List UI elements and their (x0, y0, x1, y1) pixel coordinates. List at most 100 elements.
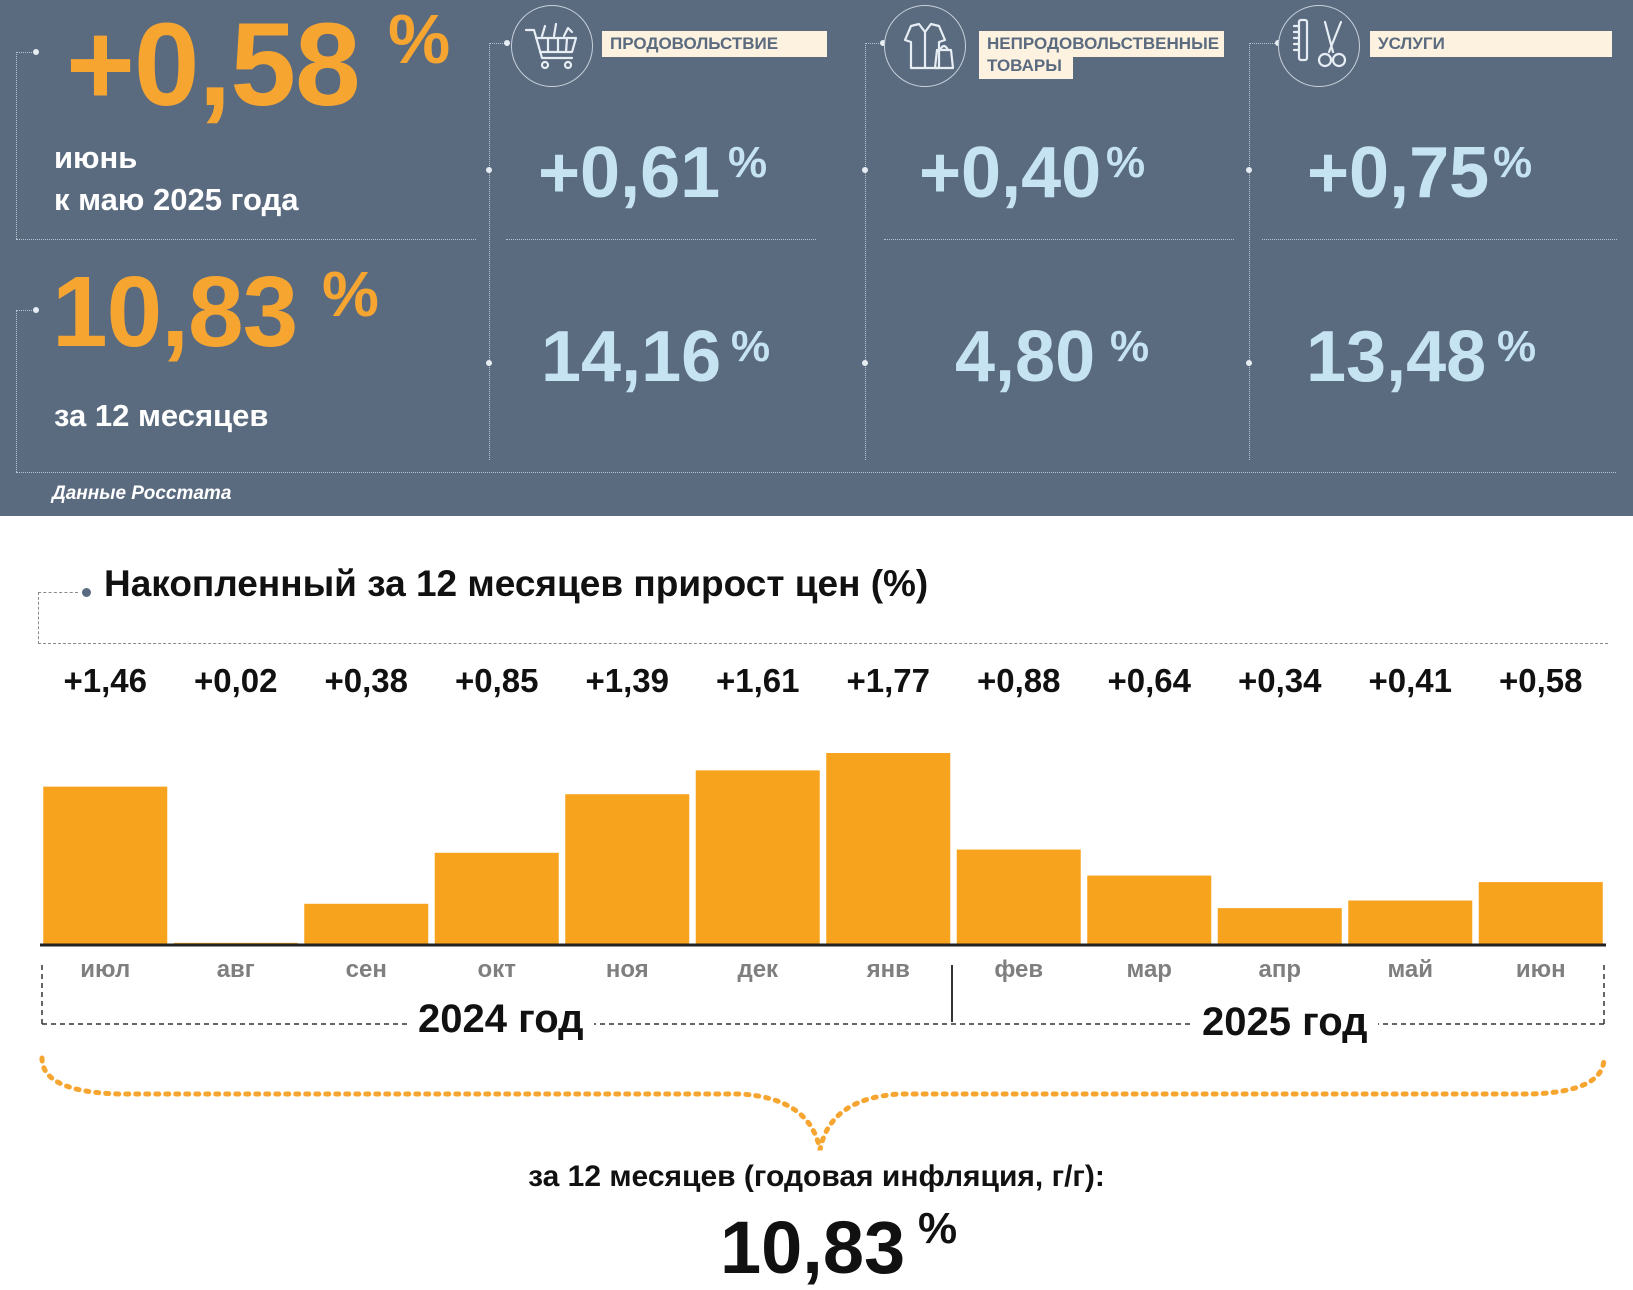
frame-line (16, 310, 17, 472)
divider-line (16, 472, 1616, 473)
month-tick-label: мар (1126, 956, 1172, 983)
monthly-caption-base: к маю 2025 года (54, 182, 299, 217)
year-label-2024: 2024 год (408, 997, 594, 1042)
summary-percent-sign: % (918, 1204, 958, 1253)
bullet-dot (1246, 360, 1252, 366)
monthly-inflation-value: +0,58 (66, 0, 361, 131)
bar-мар (1087, 875, 1212, 945)
title-bullet (82, 588, 91, 597)
category-icon-wrapper (884, 5, 966, 87)
bar-апр (1217, 908, 1342, 945)
nonfood-monthly-value: +0,40 (919, 133, 1102, 213)
bar-дек (695, 770, 820, 945)
clothes-bag-icon (903, 22, 955, 70)
comb-scissors-icon (1292, 18, 1347, 68)
column-line (489, 43, 507, 44)
summary-caption: за 12 месяцев (годовая инфляция, г/г): (528, 1160, 1105, 1193)
food-monthly-value: +0,61 (538, 133, 721, 213)
data-label-янв: +1,77 (846, 662, 931, 699)
divider-line (506, 239, 816, 240)
food-monthly-percent: % (728, 138, 768, 187)
month-tick-label: июн (1515, 956, 1566, 983)
data-source-note: Данные Росстата (52, 483, 232, 504)
data-label-июл: +1,46 (63, 662, 148, 699)
title-underline (38, 643, 1608, 644)
bar-окт (434, 852, 559, 945)
bar-сен (304, 903, 429, 945)
bullet-dot (33, 307, 39, 313)
data-label-фев: +0,88 (977, 662, 1061, 699)
summary-panel: +0,58 % июнь к маю 2025 года 10,83 % за … (0, 0, 1633, 516)
bullet-dot (486, 360, 492, 366)
category-label-nonfood-line1: НЕПРОДОВОЛЬСТВЕННЫЕ (987, 34, 1220, 53)
divider-line (16, 239, 476, 240)
data-label-июн: +0,58 (1499, 662, 1583, 699)
annual-inflation-value: 10,83 (52, 256, 298, 368)
divider-line (884, 239, 1234, 240)
bullet-dot (880, 40, 886, 46)
monthly-caption-month: июнь (54, 140, 138, 175)
services-annual-value: 13,48 (1306, 317, 1487, 397)
bar-ноя (565, 794, 690, 945)
bullet-dot (862, 360, 868, 366)
category-label-food: ПРОДОВОЛЬСТВИЕ (602, 31, 827, 58)
data-label-дек: +1,61 (716, 662, 800, 699)
category-icon-wrapper (511, 5, 593, 87)
column-line (1249, 43, 1279, 44)
title-bracket (38, 592, 78, 593)
month-tick-label: июл (80, 956, 131, 983)
nonfood-annual-value: 4,80 (955, 317, 1096, 397)
month-tick-label: янв (866, 956, 910, 983)
annual-percent-sign: % (322, 258, 379, 330)
month-tick-label: апр (1258, 956, 1301, 983)
data-label-апр: +0,34 (1238, 662, 1322, 699)
bullet-dot (504, 40, 510, 46)
category-label-nonfood-second: ТОВАРЫ (979, 53, 1073, 80)
bar-июн (1478, 882, 1603, 945)
category-label-services: УСЛУГИ (1370, 31, 1612, 58)
column-line (489, 43, 490, 460)
column-line (865, 43, 866, 460)
bar-фев (956, 849, 1081, 945)
summary-brace (39, 1055, 1607, 1151)
divider-line (1262, 239, 1617, 240)
frame-line (16, 310, 34, 311)
bullet-dot (862, 167, 868, 173)
month-tick-label: сен (345, 956, 387, 983)
bullet-dot (486, 167, 492, 173)
bullet-dot (33, 49, 39, 55)
nonfood-annual-percent: % (1110, 322, 1150, 371)
shopping-cart-icon (524, 22, 578, 70)
annual-caption: за 12 месяцев (54, 398, 269, 433)
frame-line (16, 52, 17, 239)
title-bracket (38, 592, 39, 644)
category-label-nonfood: НЕПРОДОВОЛЬСТВЕННЫЕ (979, 31, 1224, 58)
bar-янв (826, 753, 951, 945)
bar-июл (43, 786, 168, 945)
data-label-авг: +0,02 (194, 662, 278, 699)
year-label-2025: 2025 год (1192, 1000, 1378, 1045)
month-tick-label: окт (477, 956, 516, 983)
frame-line (16, 52, 34, 53)
column-line (1249, 43, 1250, 460)
summary-annual-value: 10,83 (720, 1206, 906, 1289)
food-annual-value: 14,16 (541, 317, 722, 397)
month-tick-label: ноя (605, 956, 649, 983)
bar-май (1348, 900, 1473, 945)
food-annual-percent: % (731, 322, 771, 371)
data-label-сен: +0,38 (324, 662, 409, 699)
services-annual-percent: % (1497, 322, 1537, 371)
monthly-percent-sign: % (388, 0, 451, 78)
chart-title: Накопленный за 12 месяцев прирост цен (%… (104, 563, 929, 604)
bullet-dot (1246, 167, 1252, 173)
data-label-мар: +0,64 (1107, 662, 1192, 699)
services-monthly-value: +0,75 (1307, 133, 1490, 213)
category-label-nonfood-line2: ТОВАРЫ (987, 56, 1062, 75)
month-tick-label: май (1387, 956, 1434, 983)
data-label-окт: +0,85 (455, 662, 539, 699)
month-tick-label: авг (216, 956, 255, 983)
services-monthly-percent: % (1493, 138, 1533, 187)
month-tick-label: фев (994, 956, 1044, 983)
data-label-май: +0,41 (1368, 662, 1453, 699)
